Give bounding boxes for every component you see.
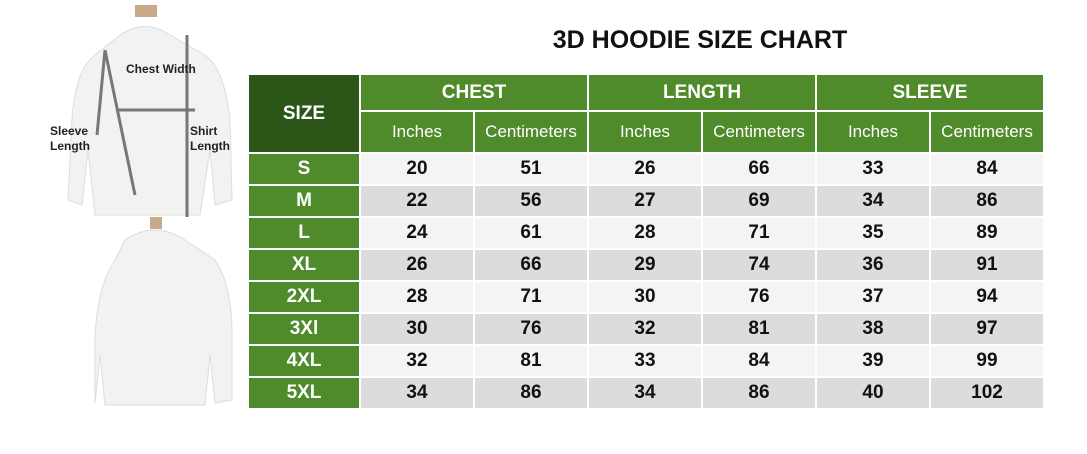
value-cell: 38 bbox=[815, 312, 931, 346]
value-cell: 86 bbox=[929, 184, 1045, 218]
value-cell: 86 bbox=[701, 376, 817, 410]
value-cell: 74 bbox=[701, 248, 817, 282]
value-cell: 84 bbox=[701, 344, 817, 378]
value-cell: 20 bbox=[359, 152, 475, 186]
table-row: S 20 51 26 66 33 84 bbox=[247, 152, 1045, 186]
value-cell: 36 bbox=[815, 248, 931, 282]
shirt-length-label: Shirt Length bbox=[190, 124, 230, 153]
size-cell: 4XL bbox=[247, 344, 361, 378]
value-cell: 24 bbox=[359, 216, 475, 250]
hoodie-front-image bbox=[67, 5, 233, 217]
size-cell: XL bbox=[247, 248, 361, 282]
value-cell: 81 bbox=[701, 312, 817, 346]
value-cell: 91 bbox=[929, 248, 1045, 282]
value-cell: 97 bbox=[929, 312, 1045, 346]
value-cell: 81 bbox=[473, 344, 589, 378]
value-cell: 33 bbox=[815, 152, 931, 186]
value-cell: 76 bbox=[701, 280, 817, 314]
value-cell: 66 bbox=[701, 152, 817, 186]
value-cell: 84 bbox=[929, 152, 1045, 186]
value-cell: 26 bbox=[359, 248, 475, 282]
value-cell: 32 bbox=[587, 312, 703, 346]
value-cell: 35 bbox=[815, 216, 931, 250]
value-cell: 40 bbox=[815, 376, 931, 410]
table-row: 5XL 34 86 34 86 40 102 bbox=[247, 376, 1045, 410]
value-cell: 39 bbox=[815, 344, 931, 378]
value-cell: 34 bbox=[815, 184, 931, 218]
size-cell: M bbox=[247, 184, 361, 218]
value-cell: 22 bbox=[359, 184, 475, 218]
value-cell: 32 bbox=[359, 344, 475, 378]
size-cell: 5XL bbox=[247, 376, 361, 410]
sleeve-length-label: Sleeve Length bbox=[50, 124, 90, 153]
value-cell: 76 bbox=[473, 312, 589, 346]
size-cell: 2XL bbox=[247, 280, 361, 314]
value-cell: 29 bbox=[587, 248, 703, 282]
value-cell: 86 bbox=[473, 376, 589, 410]
group-header: LENGTH bbox=[587, 73, 817, 112]
value-cell: 33 bbox=[587, 344, 703, 378]
value-cell: 27 bbox=[587, 184, 703, 218]
table-row: 4XL 32 81 33 84 39 99 bbox=[247, 344, 1045, 378]
value-cell: 26 bbox=[587, 152, 703, 186]
value-cell: 28 bbox=[359, 280, 475, 314]
size-chart-table: SIZE CHEST LENGTH SLEEVE Inches Centimete… bbox=[247, 73, 1045, 410]
value-cell: 99 bbox=[929, 344, 1045, 378]
value-cell: 102 bbox=[929, 376, 1045, 410]
size-cell: L bbox=[247, 216, 361, 250]
unit-header: Inches bbox=[815, 110, 931, 154]
unit-header: Inches bbox=[359, 110, 475, 154]
size-cell: S bbox=[247, 152, 361, 186]
table-row: L 24 61 28 71 35 89 bbox=[247, 216, 1045, 250]
value-cell: 30 bbox=[359, 312, 475, 346]
hoodie-back-image bbox=[94, 217, 233, 406]
table-row: 3Xl 30 76 32 81 38 97 bbox=[247, 312, 1045, 346]
value-cell: 56 bbox=[473, 184, 589, 218]
unit-header: Centimeters bbox=[473, 110, 589, 154]
value-cell: 30 bbox=[587, 280, 703, 314]
value-cell: 34 bbox=[587, 376, 703, 410]
value-cell: 28 bbox=[587, 216, 703, 250]
unit-header: Inches bbox=[587, 110, 703, 154]
table-row: XL 26 66 29 74 36 91 bbox=[247, 248, 1045, 282]
table-row: 2XL 28 71 30 76 37 94 bbox=[247, 280, 1045, 314]
value-cell: 51 bbox=[473, 152, 589, 186]
size-header: SIZE bbox=[247, 73, 361, 154]
group-header: SLEEVE bbox=[815, 73, 1045, 112]
unit-header: Centimeters bbox=[929, 110, 1045, 154]
unit-header: Centimeters bbox=[701, 110, 817, 154]
chart-title: 3D HOODIE SIZE CHART bbox=[552, 26, 848, 54]
chest-width-label: Chest Width bbox=[126, 62, 196, 76]
value-cell: 66 bbox=[473, 248, 589, 282]
value-cell: 34 bbox=[359, 376, 475, 410]
size-cell: 3Xl bbox=[247, 312, 361, 346]
value-cell: 89 bbox=[929, 216, 1045, 250]
value-cell: 94 bbox=[929, 280, 1045, 314]
value-cell: 69 bbox=[701, 184, 817, 218]
value-cell: 37 bbox=[815, 280, 931, 314]
value-cell: 71 bbox=[701, 216, 817, 250]
value-cell: 71 bbox=[473, 280, 589, 314]
group-header: CHEST bbox=[359, 73, 589, 112]
value-cell: 61 bbox=[473, 216, 589, 250]
table-row: M 22 56 27 69 34 86 bbox=[247, 184, 1045, 218]
